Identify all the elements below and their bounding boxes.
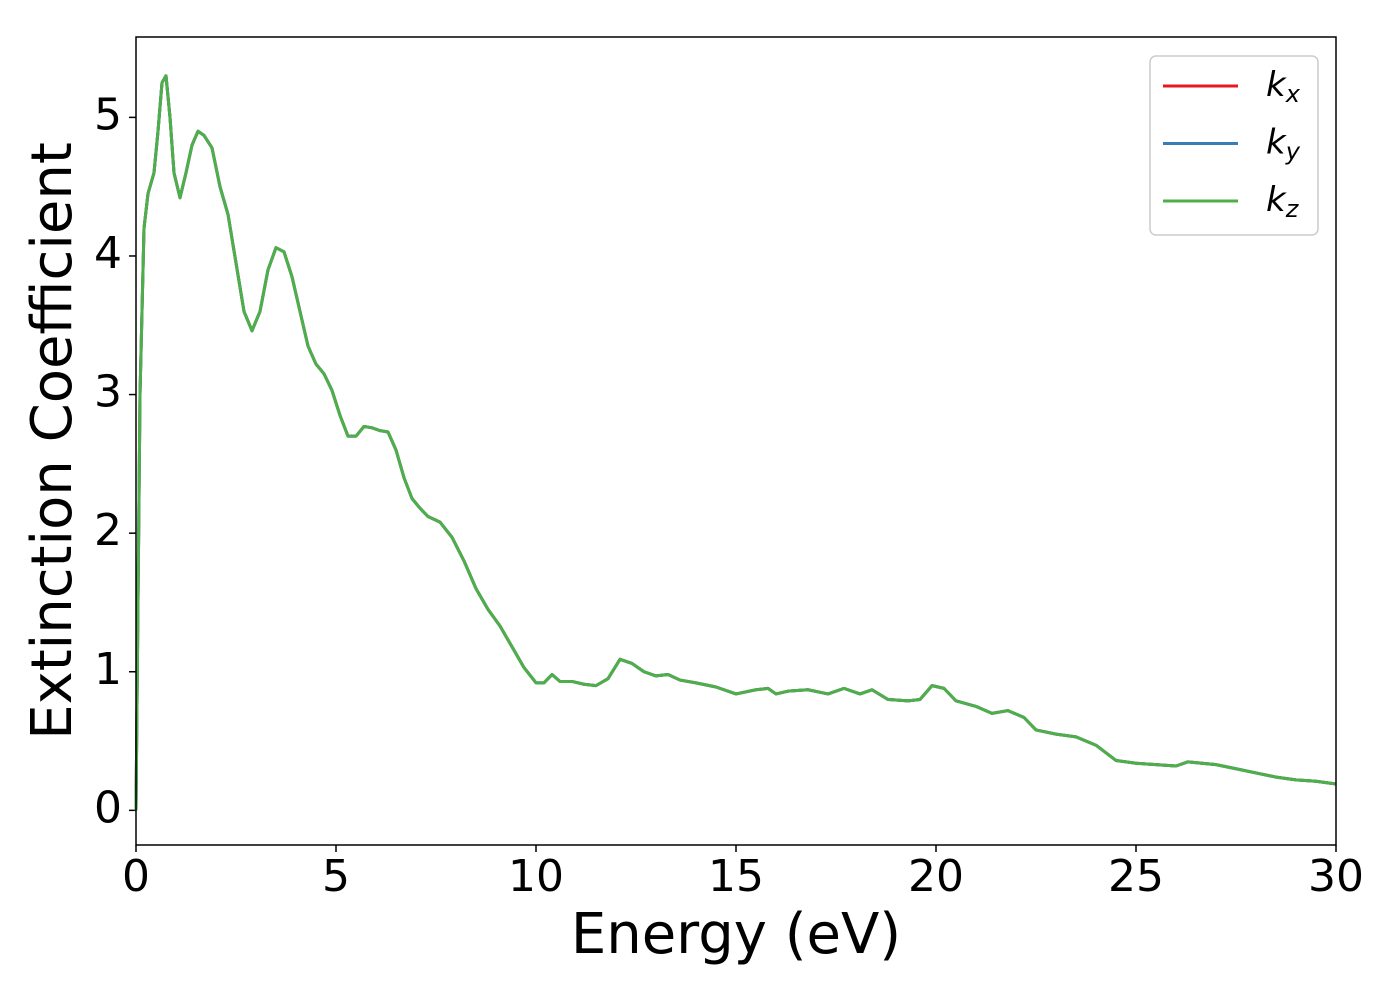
- x-tick-label: 25: [1108, 851, 1164, 902]
- y-tick-label: 2: [94, 505, 122, 556]
- x-tick-label: 5: [322, 851, 350, 902]
- legend-box: [1149, 55, 1319, 236]
- data-line: [134, 74, 1337, 811]
- legend-label: kz: [1266, 180, 1300, 224]
- y-tick-label: 5: [94, 89, 122, 140]
- x-tick-label: 0: [122, 851, 150, 902]
- x-axis-label: Energy (eV): [571, 902, 901, 967]
- y-axis-label: Extinction Coefficient: [20, 142, 85, 740]
- legend-label: ky: [1266, 122, 1301, 166]
- x-tick-label: 10: [508, 851, 564, 902]
- plot-frame: [135, 36, 1337, 846]
- y-tick-label: 4: [94, 228, 122, 279]
- legend-label: kx: [1266, 65, 1301, 109]
- x-tick-label: 15: [708, 851, 764, 902]
- y-tick-label: 0: [94, 782, 122, 833]
- x-tick-label: 30: [1308, 851, 1364, 902]
- legend: kx ky kz: [1149, 55, 1319, 236]
- y-tick-label: 1: [94, 644, 122, 695]
- y-tick-label: 3: [94, 367, 122, 418]
- x-tick-label: 20: [908, 851, 964, 902]
